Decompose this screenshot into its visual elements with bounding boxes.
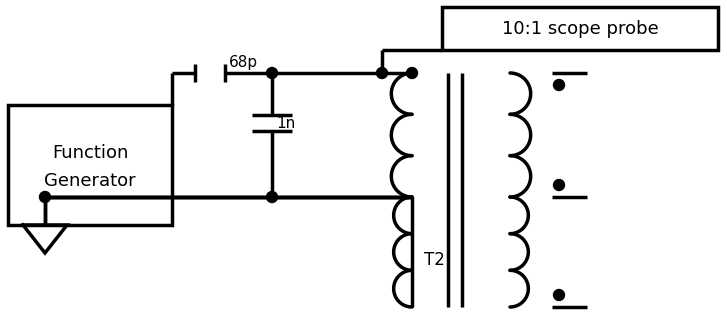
Text: 68p: 68p (229, 55, 258, 71)
Text: Function: Function (52, 144, 128, 162)
Text: 1n: 1n (276, 116, 295, 130)
Circle shape (553, 79, 564, 90)
Circle shape (377, 67, 387, 78)
Circle shape (406, 67, 417, 78)
Circle shape (553, 289, 564, 301)
Circle shape (267, 67, 278, 78)
Text: 10:1 scope probe: 10:1 scope probe (502, 20, 659, 37)
Circle shape (267, 192, 278, 203)
Circle shape (553, 180, 564, 191)
Bar (8, 105, 172, 225)
Text: Generator: Generator (44, 172, 136, 190)
Text: T2: T2 (424, 251, 445, 269)
Circle shape (39, 192, 50, 203)
Bar (442, 7, 718, 50)
